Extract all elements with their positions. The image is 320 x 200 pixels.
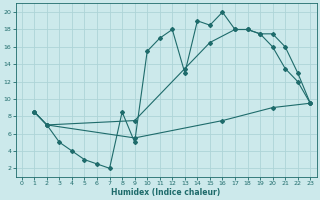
X-axis label: Humidex (Indice chaleur): Humidex (Indice chaleur) [111,188,221,197]
